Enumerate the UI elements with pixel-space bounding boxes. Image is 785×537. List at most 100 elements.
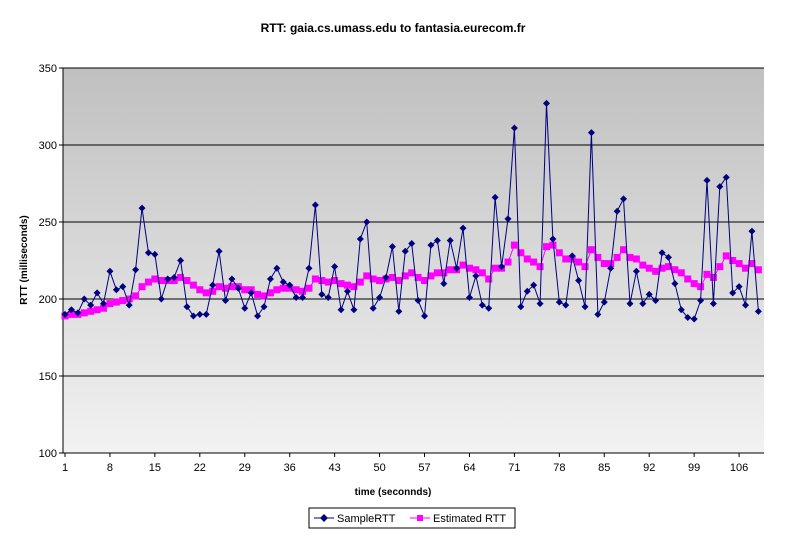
- sample-rtt-point: [125, 301, 133, 309]
- sample-rtt-point: [645, 290, 653, 298]
- sample-rtt-point: [299, 293, 307, 301]
- estimated-rtt-point: [401, 272, 409, 280]
- x-tick-label: 1: [62, 462, 68, 474]
- estimated-rtt-point: [440, 269, 448, 277]
- sample-rtt-point: [440, 280, 448, 288]
- sample-rtt-point: [517, 303, 525, 311]
- sample-rtt-point: [684, 313, 692, 321]
- sample-rtt-point: [93, 289, 101, 297]
- legend-label-estimated: Estimated RTT: [433, 513, 506, 525]
- sample-rtt-point: [748, 227, 756, 235]
- sample-rtt-point: [632, 267, 640, 275]
- sample-rtt-point: [112, 286, 120, 294]
- sample-rtt-point: [395, 307, 403, 315]
- x-tick-label: 106: [730, 462, 748, 474]
- estimated-rtt-point: [408, 269, 416, 277]
- estimated-rtt-point: [703, 270, 711, 278]
- estimated-rtt-point: [144, 278, 152, 286]
- estimated-rtt-point: [318, 277, 326, 285]
- sample-rtt-point: [472, 272, 480, 280]
- estimated-rtt-point: [716, 263, 724, 271]
- sample-rtt-point: [555, 298, 563, 306]
- sample-rtt-point: [677, 306, 685, 314]
- estimated-rtt-point: [754, 266, 762, 274]
- estimated-rtt-point: [228, 283, 236, 291]
- sample-rtt-point: [709, 300, 717, 308]
- sample-rtt-point: [414, 297, 422, 305]
- estimated-rtt-point: [465, 264, 473, 272]
- x-tick-label: 43: [329, 462, 341, 474]
- estimated-rtt-point: [517, 249, 525, 257]
- sample-rtt-point: [106, 267, 114, 275]
- estimated-rtt-point: [562, 255, 570, 263]
- estimated-rtt-point: [343, 281, 351, 289]
- sample-rtt-point: [157, 295, 165, 303]
- sample-rtt-point: [491, 193, 499, 201]
- sample-rtt-point: [427, 241, 435, 249]
- sample-rtt-point: [607, 264, 615, 272]
- estimated-rtt-point: [106, 300, 114, 308]
- sample-rtt-point: [260, 303, 268, 311]
- estimated-rtt-point: [446, 266, 454, 274]
- sample-rtt-point: [215, 247, 223, 255]
- estimated-rtt-point: [478, 269, 486, 277]
- y-tick-label: 200: [39, 294, 57, 306]
- estimated-rtt-point: [266, 289, 274, 297]
- sample-rtt-point: [722, 173, 730, 181]
- sample-rtt-point: [658, 249, 666, 257]
- estimated-rtt-point: [645, 264, 653, 272]
- sample-rtt-point: [401, 247, 409, 255]
- estimated-rtt-point: [742, 264, 750, 272]
- estimated-rtt-point: [369, 275, 377, 283]
- sample-rtt-point: [568, 252, 576, 260]
- estimated-rtt-point: [709, 273, 717, 281]
- estimated-rtt-point: [504, 258, 512, 266]
- estimated-rtt-point: [324, 278, 332, 286]
- sample-rtt-point: [164, 275, 172, 283]
- estimated-rtt-point: [350, 283, 358, 291]
- sample-rtt-point: [305, 264, 313, 272]
- estimated-rtt-point: [376, 277, 384, 285]
- estimated-rtt-point: [100, 304, 108, 312]
- sample-rtt-point: [376, 293, 384, 301]
- y-tick-label: 350: [39, 63, 57, 75]
- sample-rtt-point: [742, 301, 750, 309]
- estimated-rtt-point: [607, 260, 615, 268]
- sample-rtt-point: [664, 253, 672, 261]
- estimated-rtt-point: [254, 290, 262, 298]
- sample-rtt-point: [536, 300, 544, 308]
- sample-rtt-point: [446, 236, 454, 244]
- sample-rtt-point: [421, 312, 429, 320]
- x-tick-label: 50: [373, 462, 385, 474]
- x-tick-label: 57: [418, 462, 430, 474]
- x-tick-label: 64: [463, 462, 475, 474]
- estimated-rtt-point: [67, 310, 75, 318]
- sample-rtt-point: [363, 218, 371, 226]
- sample-rtt-point: [273, 264, 281, 272]
- chart-title: RTT: gaia.cs.umass.edu to fantasia.eurec…: [261, 21, 526, 35]
- estimated-rtt-point: [183, 277, 191, 285]
- sample-rtt-point: [581, 303, 589, 311]
- sample-rtt-point: [138, 204, 146, 212]
- sample-rtt-point: [594, 310, 602, 318]
- x-tick-label: 71: [508, 462, 520, 474]
- estimated-rtt-point: [356, 278, 364, 286]
- sample-rtt-point: [202, 310, 210, 318]
- y-tick-label: 250: [39, 217, 57, 229]
- sample-rtt-point: [498, 263, 506, 271]
- estimated-rtt-point: [543, 243, 550, 251]
- sample-rtt-point: [729, 289, 737, 297]
- estimated-rtt-point: [555, 249, 563, 257]
- estimated-rtt-point: [510, 241, 518, 249]
- sample-rtt-point: [100, 300, 108, 308]
- sample-rtt-point: [639, 300, 647, 308]
- sample-rtt-point: [292, 293, 300, 301]
- estimated-rtt-point: [652, 267, 660, 275]
- x-tick-label: 99: [688, 462, 700, 474]
- estimated-rtt-point: [587, 246, 595, 254]
- estimated-rtt-point: [639, 261, 647, 269]
- sample-rtt-point: [209, 281, 217, 289]
- estimated-rtt-point: [671, 266, 679, 274]
- sample-rtt-point: [369, 304, 377, 312]
- sample-rtt-point: [170, 273, 178, 281]
